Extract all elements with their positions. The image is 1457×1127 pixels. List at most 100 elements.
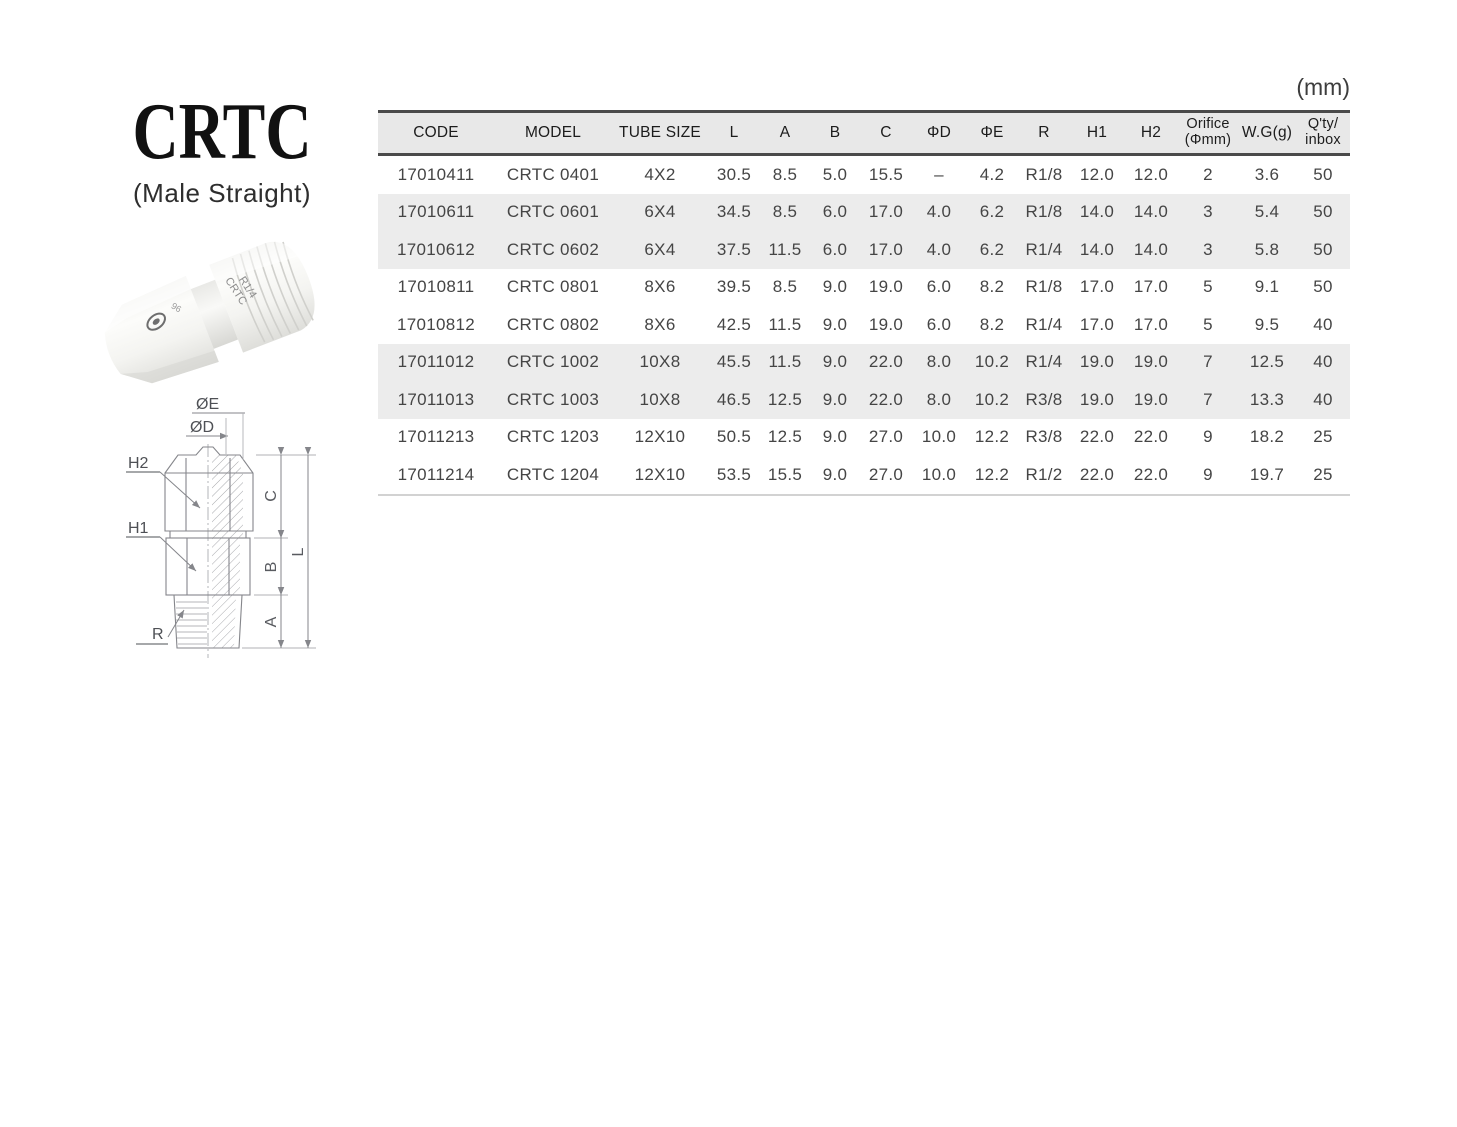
- table-cell: 17010812: [396, 314, 476, 334]
- table-cell: 50: [1313, 277, 1333, 297]
- label-h2: H2: [128, 455, 149, 472]
- table-row: 17011214 CRTC 1204 12X10 53.5 15.5 9.0 27.0 10.…: [378, 456, 1350, 496]
- table-cell: 6.0: [822, 239, 848, 259]
- table-cell: 5: [1203, 277, 1213, 297]
- table-cell: 10.0: [912, 456, 966, 496]
- table-cell: R1/8: [1025, 202, 1063, 222]
- table-cell: 15.5: [760, 456, 810, 496]
- table-cell: 6.0: [926, 277, 952, 297]
- table-row: 17010611 CRTC 0601 6X4 34.5 8.5 6.0 17.0 4.0 6.2…: [378, 193, 1350, 231]
- table-cell: 17.0: [1079, 314, 1115, 334]
- table-cell: 53.5: [708, 456, 760, 496]
- table-cell: R1/2: [1018, 456, 1070, 496]
- column-header: A: [760, 110, 810, 156]
- diameter-callouts: ØE ØD: [186, 396, 245, 460]
- table-cell: 8.2: [979, 314, 1005, 334]
- table-cell: 6.2: [979, 202, 1005, 222]
- table-body: 17010411 CRTC 0401 4X2 30.5 8.5 5.0 15.5 – 4.2 R1…: [378, 155, 1350, 496]
- unit-label: (mm): [1296, 74, 1350, 100]
- table-cell: 10X8: [639, 389, 681, 409]
- table-cell: 19.0: [1079, 389, 1115, 409]
- table-cell: 34.5: [716, 202, 752, 222]
- dimension-diagram: ØE ØD H2 H1 R: [126, 396, 316, 658]
- table-cell: 14.0: [1079, 202, 1115, 222]
- table-cell: 11.5: [768, 239, 802, 259]
- hatch-area: [212, 455, 243, 648]
- table-cell: 18.2: [1249, 427, 1285, 447]
- table-cell: 6.0: [822, 202, 848, 222]
- table-cell: 46.5: [716, 389, 752, 409]
- table-cell: 15.5: [868, 164, 904, 184]
- table-row: 17010411 CRTC 0401 4X2 30.5 8.5 5.0 15.5 – 4.2 R1…: [378, 155, 1350, 194]
- table-cell: 17.0: [1079, 277, 1115, 297]
- fitting-body: 96 CRTC R1/4: [104, 241, 315, 384]
- table-cell: 17011012: [397, 352, 475, 372]
- table-cell: 14.0: [1079, 239, 1115, 259]
- table-cell: 3: [1203, 202, 1213, 222]
- table-cell: 22.0: [868, 352, 904, 372]
- table-cell: R3/8: [1025, 389, 1063, 409]
- table-cell: 4.0: [926, 202, 952, 222]
- table-cell: 22.0: [1079, 427, 1115, 447]
- table-cell: 19.0: [1133, 352, 1169, 372]
- label-dia-d: ØD: [190, 419, 214, 436]
- dimension-lines: C B A L: [242, 447, 316, 649]
- column-header: W.G(g): [1238, 110, 1296, 156]
- table-row: 17011013 CRTC 1003 10X8 46.5 12.5 9.0 22.0 8.0 1…: [378, 381, 1350, 419]
- column-header: R: [1018, 110, 1070, 156]
- table-cell: 9.0: [822, 314, 848, 334]
- table-cell: 17.0: [1133, 277, 1169, 297]
- product-subtitle: (Male Straight): [133, 178, 311, 208]
- table-cell: 17011013: [397, 389, 475, 409]
- table-cell: 50: [1313, 202, 1333, 222]
- spec-table: CODE MODEL TUBE SIZE L A B C ΦD ΦE R H1 H2 Orifice (Φ…: [378, 110, 1350, 496]
- table-cell: 42.5: [716, 314, 752, 334]
- table-cell: R3/8: [1025, 427, 1063, 447]
- column-header: MODEL: [494, 110, 612, 156]
- table-cell: 17010611: [397, 202, 475, 222]
- table-cell: 14.0: [1133, 202, 1169, 222]
- table-cell: 4X2: [644, 164, 676, 184]
- table-cell: 8.5: [772, 202, 798, 222]
- thread-lines: [176, 601, 207, 645]
- table-cell: 6X4: [644, 202, 676, 222]
- table-cell: 10.2: [974, 352, 1010, 372]
- table-cell: 40: [1313, 352, 1333, 372]
- product-title: CRTC: [132, 88, 312, 176]
- table-cell: 9: [1178, 456, 1238, 496]
- table-cell: R1/4: [1025, 314, 1063, 334]
- table-cell: CRTC 0601: [506, 202, 600, 222]
- table-cell: 6.2: [979, 239, 1005, 259]
- table-cell: 8.0: [926, 389, 952, 409]
- table-cell: 9.0: [822, 277, 848, 297]
- table-cell: 40: [1313, 389, 1333, 409]
- table-cell: 9.5: [1254, 314, 1280, 334]
- table-cell: –: [934, 164, 944, 184]
- column-header: Q'ty/inbox: [1296, 110, 1350, 156]
- table-cell: 5.8: [1254, 239, 1280, 259]
- table-cell: 12.0: [1079, 164, 1115, 184]
- table-cell: 50: [1313, 164, 1333, 184]
- column-header: ΦE: [966, 110, 1018, 156]
- table-cell: 39.5: [716, 277, 752, 297]
- table-row: 17010811 CRTC 0801 8X6 39.5 8.5 9.0 19.0 6.0 8.2…: [378, 269, 1350, 307]
- logo-mark: 96: [146, 301, 183, 331]
- table-cell: CRTC 1003: [506, 389, 600, 409]
- table-cell: 10.2: [974, 389, 1010, 409]
- fitting-outline: [164, 446, 254, 649]
- table-row: 17011012 CRTC 1002 10X8 45.5 11.5 9.0 22.0 8.0 1…: [378, 343, 1350, 381]
- table-cell: 12.0: [1133, 164, 1169, 184]
- column-header: Orifice (Φmm): [1178, 110, 1238, 156]
- table-cell: 22.0: [868, 389, 904, 409]
- table-cell: 8X6: [644, 277, 676, 297]
- table-cell: 9: [1203, 427, 1213, 447]
- table-cell: CRTC 1203: [506, 427, 600, 447]
- table-cell: 12X10: [634, 427, 686, 447]
- header-row: CODE MODEL TUBE SIZE L A B C ΦD ΦE R H1 H2 Orifice (Φ…: [378, 110, 1350, 156]
- table-cell: 22.0: [1124, 456, 1178, 496]
- table-cell: 7: [1203, 389, 1213, 409]
- table-cell: 11.5: [768, 352, 802, 372]
- table-cell: 9.1: [1254, 277, 1280, 297]
- table-cell: 5.0: [822, 164, 848, 184]
- table-cell: CRTC 0801: [506, 277, 600, 297]
